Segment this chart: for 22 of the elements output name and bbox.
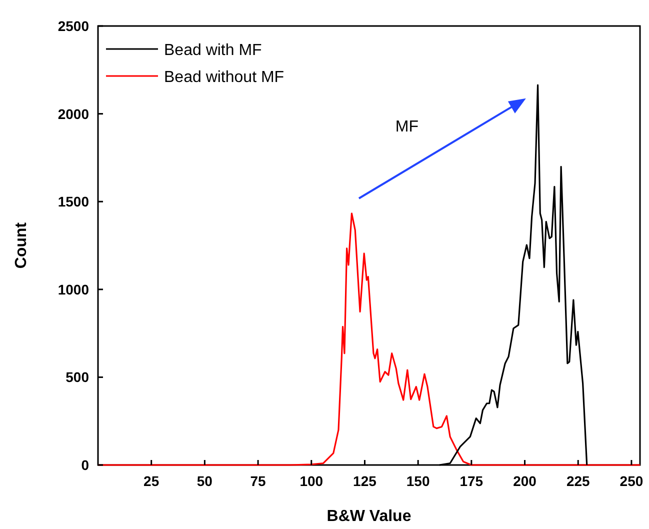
y-tick-label: 1000 — [58, 281, 90, 298]
x-tick-label: 50 — [196, 473, 213, 489]
y-axis-title: Count — [13, 222, 30, 269]
y-tick-label: 500 — [66, 369, 90, 386]
x-tick-label: 150 — [406, 473, 430, 489]
y-tick-label: 2000 — [58, 106, 90, 122]
x-tick-label: 200 — [513, 473, 537, 489]
x-tick-label: 75 — [250, 473, 266, 489]
x-tick-label: 125 — [353, 473, 377, 489]
legend-label: Bead with MF — [164, 42, 262, 59]
line-series — [97, 212, 641, 466]
y-tick-label: 2500 — [58, 18, 90, 34]
x-tick-label: 225 — [566, 473, 590, 489]
legend-label: Bead without MF — [164, 69, 284, 86]
x-tick-label: 250 — [620, 473, 644, 489]
x-axis-title: B&W Value — [326, 508, 412, 525]
x-tick-label: 25 — [144, 473, 160, 489]
y-tick-label: 1500 — [58, 194, 90, 210]
x-tick-label: 175 — [460, 473, 484, 489]
annotation: MF — [395, 118, 419, 136]
x-tick-label: 100 — [300, 473, 324, 489]
y-tick-label: 0 — [81, 457, 90, 473]
